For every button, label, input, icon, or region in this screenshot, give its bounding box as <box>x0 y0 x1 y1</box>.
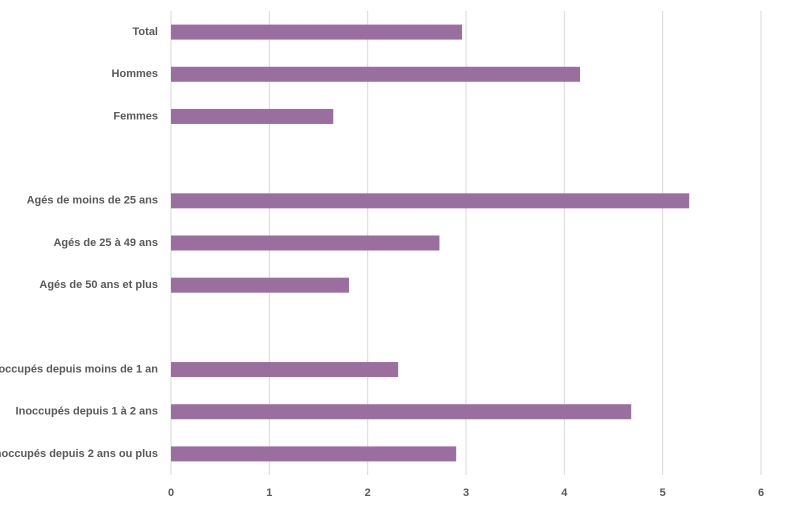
x-tick-label: 6 <box>758 487 764 499</box>
bar <box>171 108 334 124</box>
x-tick-label: 0 <box>168 487 174 499</box>
y-tick-label: Total <box>133 26 158 38</box>
x-tick-label: 4 <box>561 487 568 499</box>
y-tick-label: Hommes <box>112 68 158 80</box>
y-tick-label: Agés de moins de 25 ans <box>27 195 158 207</box>
x-tick-label: 3 <box>463 487 469 499</box>
y-tick-label: Agés de 50 ans et plus <box>39 279 158 291</box>
bar <box>171 404 632 420</box>
y-tick-label: Agés de 25 à 49 ans <box>53 237 158 249</box>
y-tick-label: Femmes <box>113 110 158 122</box>
x-tick-label: 1 <box>266 487 272 499</box>
bar <box>171 193 690 209</box>
y-tick-label: Inoccupés depuis 1 à 2 ans <box>16 406 158 418</box>
bar <box>171 362 399 378</box>
y-tick-label: Inoccupés depuis moins de 1 an <box>0 363 158 375</box>
bar <box>171 446 457 462</box>
bar <box>171 277 349 293</box>
bar <box>171 24 463 40</box>
bar <box>171 66 581 82</box>
bar <box>171 235 440 251</box>
x-tick-label: 5 <box>660 487 666 499</box>
y-tick-label: Inoccupés depuis 2 ans ou plus <box>0 448 158 460</box>
x-tick-label: 2 <box>365 487 371 499</box>
